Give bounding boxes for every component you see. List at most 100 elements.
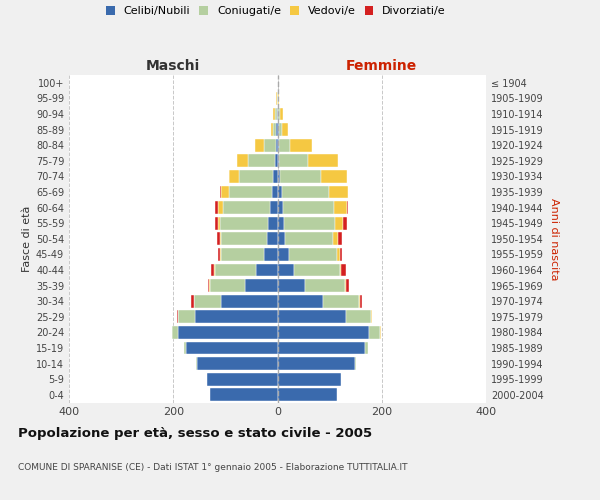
Bar — [290, 139, 312, 151]
Bar — [220, 248, 221, 260]
Bar — [277, 154, 279, 167]
Bar — [277, 232, 286, 245]
Bar — [265, 139, 276, 151]
Bar — [340, 248, 342, 260]
Bar — [264, 248, 277, 260]
Bar — [268, 217, 277, 230]
Bar — [335, 217, 343, 230]
Bar — [191, 294, 194, 308]
Bar — [333, 232, 338, 245]
Bar — [272, 186, 277, 198]
Bar — [279, 154, 308, 167]
Bar — [341, 264, 346, 276]
Bar — [221, 294, 277, 308]
Bar — [347, 201, 349, 214]
Bar — [289, 248, 337, 260]
Bar — [277, 139, 278, 151]
Bar — [277, 217, 284, 230]
Bar — [277, 342, 365, 354]
Bar — [283, 201, 334, 214]
Bar — [217, 232, 220, 245]
Bar — [215, 201, 218, 214]
Bar — [256, 264, 277, 276]
Bar — [282, 123, 289, 136]
Bar — [220, 186, 221, 198]
Bar — [277, 170, 280, 183]
Bar — [223, 201, 270, 214]
Bar — [281, 186, 329, 198]
Bar — [284, 217, 335, 230]
Bar — [277, 294, 323, 308]
Y-axis label: Anni di nascita: Anni di nascita — [549, 198, 559, 280]
Bar — [278, 139, 290, 151]
Bar — [186, 342, 277, 354]
Bar — [255, 139, 265, 151]
Bar — [355, 357, 356, 370]
Bar — [220, 232, 221, 245]
Bar — [275, 108, 277, 120]
Bar — [271, 123, 274, 136]
Bar — [275, 154, 277, 167]
Bar — [270, 201, 277, 214]
Bar — [207, 372, 277, 386]
Bar — [346, 310, 371, 323]
Bar — [218, 201, 223, 214]
Bar — [195, 310, 277, 323]
Bar — [343, 217, 347, 230]
Bar — [277, 264, 294, 276]
Bar — [278, 108, 280, 120]
Bar — [194, 294, 221, 308]
Bar — [178, 310, 195, 323]
Bar — [239, 170, 274, 183]
Bar — [277, 372, 341, 386]
Text: Femmine: Femmine — [346, 58, 418, 72]
Bar — [221, 232, 267, 245]
Bar — [277, 201, 283, 214]
Bar — [237, 154, 248, 167]
Bar — [274, 108, 275, 120]
Bar — [277, 326, 369, 338]
Bar — [294, 264, 340, 276]
Bar — [184, 342, 186, 354]
Bar — [196, 357, 197, 370]
Bar — [274, 170, 277, 183]
Bar — [277, 186, 281, 198]
Bar — [277, 357, 355, 370]
Bar — [218, 217, 220, 230]
Text: Maschi: Maschi — [146, 58, 200, 72]
Bar — [221, 248, 264, 260]
Bar — [323, 294, 359, 308]
Bar — [321, 170, 347, 183]
Bar — [221, 186, 229, 198]
Bar — [215, 264, 256, 276]
Bar — [197, 357, 277, 370]
Bar — [218, 248, 220, 260]
Bar — [178, 326, 277, 338]
Bar — [369, 326, 380, 338]
Bar — [308, 154, 338, 167]
Bar — [208, 279, 209, 292]
Bar — [359, 294, 360, 308]
Text: Popolazione per età, sesso e stato civile - 2005: Popolazione per età, sesso e stato civil… — [18, 428, 372, 440]
Bar — [277, 123, 278, 136]
Bar — [280, 170, 321, 183]
Bar — [346, 279, 349, 292]
Text: COMUNE DI SPARANISE (CE) - Dati ISTAT 1° gennaio 2005 - Elaborazione TUTTITALIA.: COMUNE DI SPARANISE (CE) - Dati ISTAT 1°… — [18, 463, 407, 472]
Bar — [229, 186, 272, 198]
Bar — [248, 154, 275, 167]
Bar — [360, 294, 362, 308]
Bar — [277, 388, 337, 401]
Bar — [267, 232, 277, 245]
Bar — [334, 201, 347, 214]
Bar — [274, 123, 277, 136]
Bar — [345, 279, 346, 292]
Bar — [278, 123, 282, 136]
Bar — [214, 264, 215, 276]
Bar — [286, 232, 333, 245]
Bar — [329, 186, 349, 198]
Bar — [277, 248, 289, 260]
Bar — [245, 279, 277, 292]
Y-axis label: Fasce di età: Fasce di età — [22, 206, 32, 272]
Bar — [229, 170, 239, 183]
Bar — [220, 217, 268, 230]
